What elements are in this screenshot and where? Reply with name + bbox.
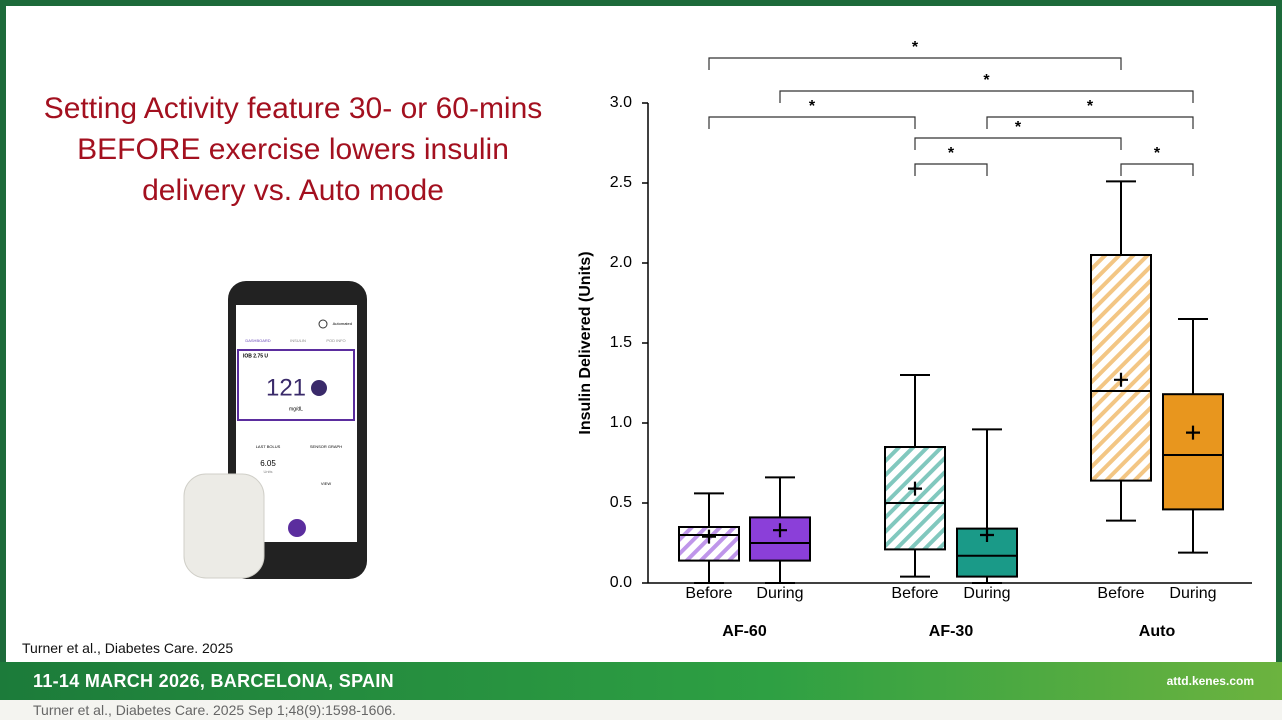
mean-marker xyxy=(773,523,787,538)
y-axis-label: Insulin Delivered (Units) xyxy=(577,251,594,434)
x-tick-label: Before xyxy=(1097,585,1144,602)
caption: Turner et al., Diabetes Care. 2025 Sep 1… xyxy=(0,700,1282,720)
footer-band xyxy=(0,662,1282,700)
x-tick-label: During xyxy=(756,585,803,602)
pod xyxy=(183,473,265,579)
box xyxy=(1162,393,1224,511)
bolus-value: 6.05 xyxy=(260,459,276,468)
significance-bracket xyxy=(914,137,1122,150)
y-tick-label: 0.5 xyxy=(610,494,632,511)
box xyxy=(1090,254,1152,482)
tab: INSULIN xyxy=(290,338,306,343)
last-bolus: LAST BOLUS xyxy=(256,444,281,449)
phone: Automated DASHBOARD INSULIN POD INFO IOB… xyxy=(183,281,367,579)
glucose-unit: mg/dL xyxy=(289,406,303,412)
y-tick-label: 1.0 xyxy=(610,414,632,431)
mean-marker xyxy=(1186,425,1200,440)
significance-star: * xyxy=(809,98,816,115)
bolus-button xyxy=(288,519,306,537)
group-label: AF-60 xyxy=(722,623,767,640)
slide-title: Setting Activity feature 30- or 60-mins … xyxy=(43,92,543,207)
mean-marker xyxy=(908,481,922,496)
box xyxy=(884,446,946,551)
significance-bracket xyxy=(708,57,1122,70)
y-tick-label: 1.5 xyxy=(610,334,632,351)
significance-star: * xyxy=(912,39,919,56)
x-tick-label: Before xyxy=(685,585,732,602)
group-label: Auto xyxy=(1139,623,1176,640)
event-text: 11-14 MARCH 2026, BARCELONA, SPAIN xyxy=(33,671,394,691)
x-tick-label: During xyxy=(963,585,1010,602)
significance-star: * xyxy=(1015,119,1022,136)
chart: Automated DASHBOARD INSULIN POD INFO IOB… xyxy=(183,39,1252,640)
significance-bracket xyxy=(708,116,916,129)
significance-star: * xyxy=(1154,145,1161,162)
mean-marker xyxy=(980,528,994,542)
citation: Turner et al., Diabetes Care. 2025 xyxy=(22,640,234,656)
tab: POD INFO xyxy=(326,338,345,343)
mean-marker xyxy=(1114,372,1128,387)
significance-star: * xyxy=(983,72,990,89)
sensor-graph: SENSOR GRAPH xyxy=(310,444,342,449)
arrow-icon xyxy=(311,380,327,396)
iob: IOB 2.75 U xyxy=(243,353,268,359)
group-label: AF-30 xyxy=(929,623,974,640)
bolus-unit: Units xyxy=(263,469,272,474)
y-tick-label: 0.0 xyxy=(610,574,632,591)
glucose-card xyxy=(237,349,355,421)
x-tick-label: During xyxy=(1169,585,1216,602)
significance-bracket xyxy=(779,90,1194,103)
status-icon xyxy=(318,319,328,329)
significance-star: * xyxy=(1087,98,1094,115)
footer-url: attd.kenes.com xyxy=(1166,674,1254,688)
y-tick-label: 2.5 xyxy=(610,174,632,191)
glucose: 121 xyxy=(266,374,306,401)
x-tick-label: Before xyxy=(891,585,938,602)
tab: DASHBOARD xyxy=(245,338,270,343)
mean-marker xyxy=(702,529,716,544)
view: VIEW xyxy=(321,481,331,486)
y-tick-label: 2.0 xyxy=(610,254,632,271)
significance-bracket xyxy=(1120,163,1194,176)
significance-bracket xyxy=(986,116,1194,129)
status: Automated xyxy=(333,321,352,326)
y-tick-label: 3.0 xyxy=(610,94,632,111)
significance-star: * xyxy=(948,145,955,162)
significance-bracket xyxy=(914,163,988,176)
